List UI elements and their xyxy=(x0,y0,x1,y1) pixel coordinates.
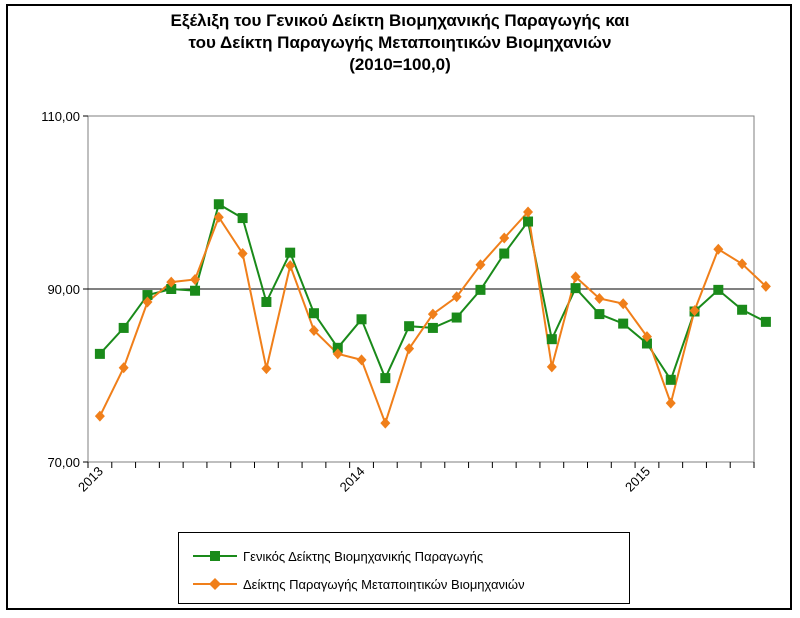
point-general-index xyxy=(380,373,391,384)
point-manufacturing-index xyxy=(760,280,771,292)
point-general-index xyxy=(760,316,771,327)
point-manufacturing-index xyxy=(166,276,177,288)
legend-entry-general-index: Γενικός Δείκτης Βιομηχανικής Παραγωγής xyxy=(193,546,483,566)
legend-entry-manufacturing-index: Δείκτης Παραγωγής Μεταποιητικών Βιομηχαν… xyxy=(193,574,525,594)
point-manufacturing-index xyxy=(451,291,462,303)
point-general-index xyxy=(118,322,129,333)
point-general-index xyxy=(308,308,319,319)
point-general-index xyxy=(618,318,629,329)
point-general-index xyxy=(356,314,367,325)
point-general-index xyxy=(523,216,534,227)
point-general-index xyxy=(475,284,486,295)
point-manufacturing-index xyxy=(94,410,105,422)
point-manufacturing-index xyxy=(737,258,748,270)
point-manufacturing-index xyxy=(118,362,129,374)
point-general-index xyxy=(594,309,605,320)
point-general-index xyxy=(665,374,676,385)
point-general-index xyxy=(570,283,581,294)
point-general-index xyxy=(737,304,748,315)
point-general-index xyxy=(237,213,248,224)
point-general-index xyxy=(546,334,557,345)
y-tick-label: 90,00 xyxy=(47,282,80,297)
point-general-index xyxy=(213,199,224,210)
point-manufacturing-index xyxy=(499,232,510,244)
point-general-index xyxy=(142,290,153,301)
chart-title-line-1: Εξέλιξη του Γενικού Δείκτη Βιομηχανικής … xyxy=(170,11,630,30)
point-manufacturing-index xyxy=(689,305,700,317)
chart-title: Εξέλιξη του Γενικού Δείκτη Βιομηχανικής … xyxy=(0,10,800,76)
point-manufacturing-index xyxy=(308,325,319,337)
point-manufacturing-index xyxy=(332,348,343,360)
point-general-index xyxy=(94,348,105,359)
legend-label-manufacturing-index: Δείκτης Παραγωγής Μεταποιητικών Βιομηχαν… xyxy=(243,576,525,592)
point-general-index xyxy=(427,322,438,333)
point-manufacturing-index xyxy=(546,361,557,373)
y-tick-label: 110,00 xyxy=(41,109,80,124)
legend-label-general-index: Γενικός Δείκτης Βιομηχανικής Παραγωγής xyxy=(243,548,484,564)
point-manufacturing-index xyxy=(641,331,652,343)
point-manufacturing-index xyxy=(570,271,581,283)
point-manufacturing-index xyxy=(380,417,391,429)
point-general-index xyxy=(451,312,462,323)
point-general-index xyxy=(641,338,652,349)
point-general-index xyxy=(499,248,510,259)
point-manufacturing-index xyxy=(713,243,724,255)
point-manufacturing-index xyxy=(594,293,605,305)
point-manufacturing-index xyxy=(285,260,296,272)
point-general-index xyxy=(332,342,343,353)
y-tick-label: 70,00 xyxy=(47,455,80,470)
x-tick-label-2015: 2015 xyxy=(622,464,653,495)
point-general-index xyxy=(285,247,296,258)
point-manufacturing-index xyxy=(190,273,201,285)
point-manufacturing-index xyxy=(356,354,367,366)
point-general-index xyxy=(261,296,272,307)
point-general-index xyxy=(190,285,201,296)
point-manufacturing-index xyxy=(213,211,224,223)
point-manufacturing-index xyxy=(404,343,415,355)
chart-title-line-2: του Δείκτη Παραγωγής Μεταποιητικών Βιομη… xyxy=(188,33,612,52)
legend-marker-manufacturing-index xyxy=(193,578,237,590)
point-general-index xyxy=(166,284,177,294)
point-manufacturing-index xyxy=(665,397,676,409)
point-manufacturing-index xyxy=(237,248,248,260)
legend: Γενικός Δείκτης Βιομηχανικής Παραγωγής Δ… xyxy=(178,532,630,604)
point-manufacturing-index xyxy=(142,296,153,308)
x-tick-label-2014: 2014 xyxy=(337,464,368,495)
point-manufacturing-index xyxy=(475,259,486,271)
legend-marker-general-index xyxy=(193,551,237,561)
point-manufacturing-index xyxy=(618,298,629,310)
point-manufacturing-index xyxy=(427,308,438,320)
point-general-index xyxy=(713,284,724,295)
point-general-index xyxy=(404,321,415,332)
point-manufacturing-index xyxy=(261,363,272,375)
chart-title-line-3: (2010=100,0) xyxy=(349,55,451,74)
point-manufacturing-index xyxy=(523,206,534,218)
